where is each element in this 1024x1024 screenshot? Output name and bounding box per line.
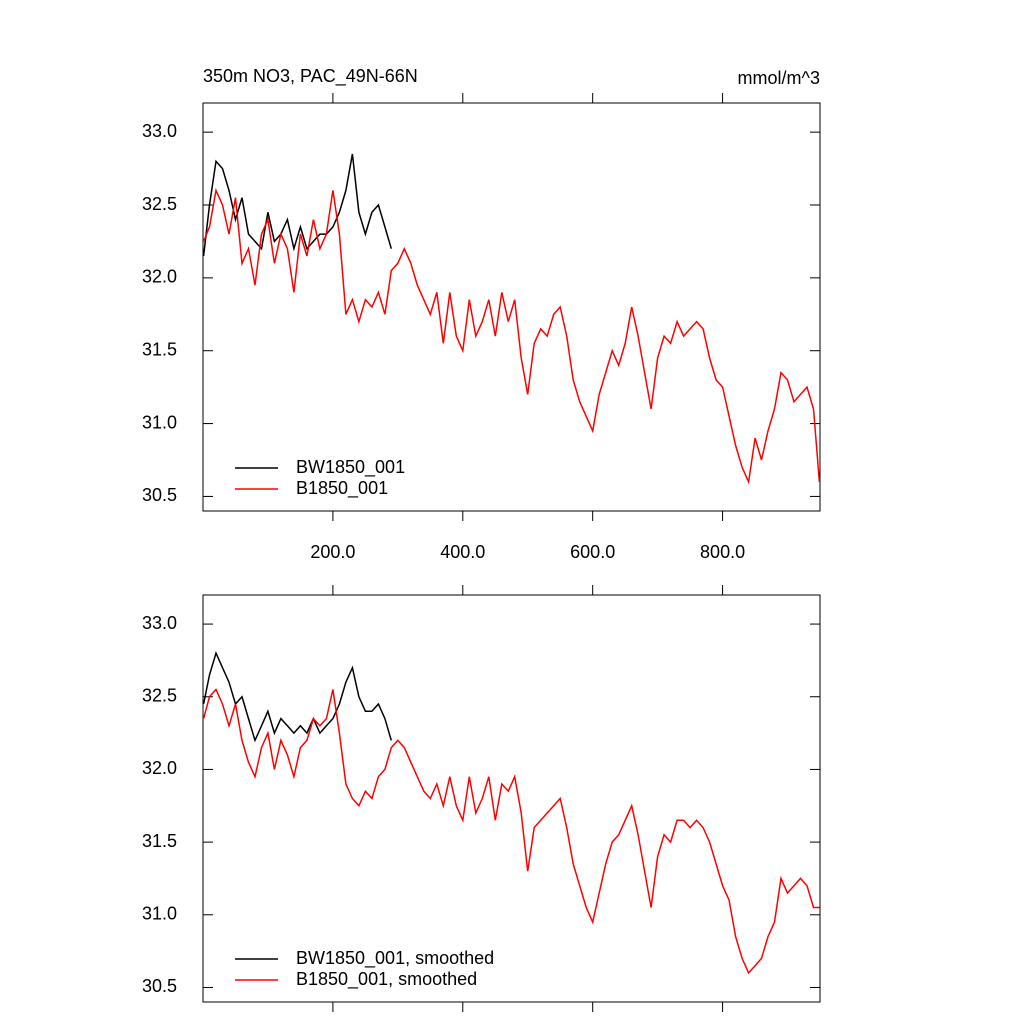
y-tick-label: 32.0 (142, 267, 177, 287)
series-line (202, 650, 393, 743)
y-tick-label: 31.5 (142, 831, 177, 851)
legend-label: B1850_001 (296, 478, 388, 499)
plot-frame (202, 102, 821, 512)
x-tick-label: 200.0 (310, 542, 355, 562)
y-tick-label: 30.5 (142, 976, 177, 996)
units-label: mmol/m^3 (738, 68, 820, 88)
y-tick-label: 31.5 (142, 339, 177, 359)
x-tick-label: 600.0 (570, 542, 615, 562)
y-tick-label: 32.0 (142, 758, 177, 778)
legend-label: BW1850_001, smoothed (296, 948, 494, 969)
y-tick-label: 32.5 (142, 686, 177, 706)
x-tick-label: 800.0 (700, 542, 745, 562)
plot-frame (202, 594, 821, 1003)
y-tick-label: 31.0 (142, 904, 177, 924)
y-tick-label: 33.0 (142, 121, 177, 141)
series-line (202, 187, 821, 485)
x-tick-label: 400.0 (440, 542, 485, 562)
legend-label: B1850_001, smoothed (296, 969, 477, 990)
y-tick-label: 32.5 (142, 194, 177, 214)
series-line (202, 153, 393, 257)
y-tick-label: 33.0 (142, 613, 177, 633)
series-line (202, 688, 820, 975)
y-tick-label: 30.5 (142, 485, 177, 505)
y-tick-label: 31.0 (142, 412, 177, 432)
legend-label: BW1850_001 (296, 457, 405, 478)
chart-title: 350m NO3, PAC_49N-66N (203, 66, 418, 87)
